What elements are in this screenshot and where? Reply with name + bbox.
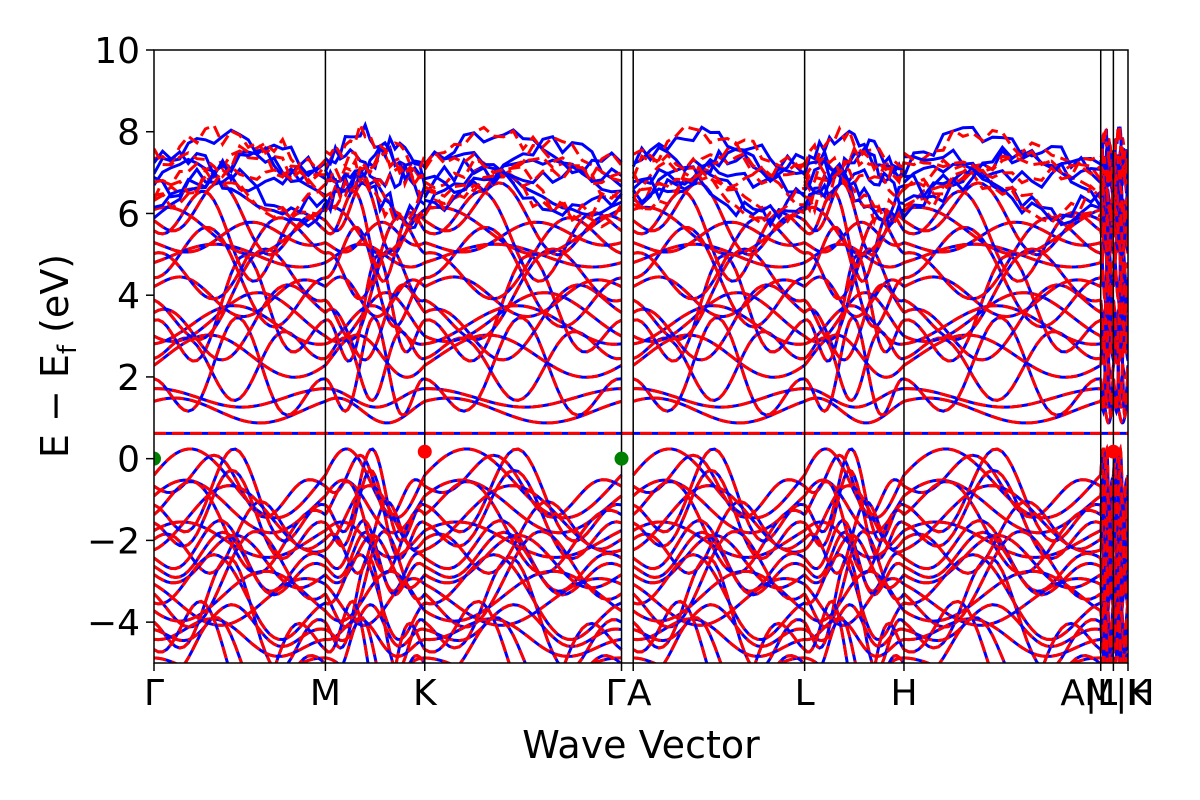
x-axis-ticks: Γ M K Γ A L H A|LM|HK — [144, 663, 1155, 714]
extremum-marker — [1106, 444, 1121, 459]
band-line-dashed — [154, 274, 1128, 320]
x-tick-label: H — [890, 673, 917, 714]
x-tick-label: M|H — [1084, 673, 1154, 714]
extrema-markers — [154, 444, 1121, 466]
band-line-dashed — [154, 569, 1128, 624]
x-tick-label: K — [413, 673, 438, 714]
band-line-dashed — [154, 156, 1128, 227]
band-line-dashed — [154, 396, 1128, 425]
y-tick-label: 4 — [117, 276, 140, 317]
band-line-dashed — [154, 330, 1128, 405]
band-line-solid — [154, 242, 1128, 269]
kpoint-divider-lines — [324, 50, 1115, 663]
band-line-dashed — [154, 615, 1128, 663]
band-line-dashed — [154, 119, 1128, 187]
band-line-dashed — [154, 447, 1128, 520]
band-line-dashed — [154, 483, 1128, 554]
band-line-dashed — [154, 177, 1128, 261]
x-tick-label: L — [795, 673, 815, 714]
band-line-dashed — [154, 242, 1128, 269]
extremum-marker — [417, 444, 432, 459]
band-line-dashed — [154, 600, 1128, 650]
y-axis-title: E − Ef (eV) — [33, 254, 83, 458]
band-line-dashed — [154, 282, 1128, 364]
band-line-dashed — [154, 135, 1128, 202]
plot-frame — [153, 49, 1129, 664]
band-line-dashed — [154, 468, 1128, 565]
band-line-dashed — [154, 478, 1128, 535]
band-line-dashed — [154, 387, 1128, 409]
y-tick-label: 10 — [94, 31, 140, 72]
x-tick-label: K — [1126, 673, 1151, 714]
band-lines — [154, 119, 1128, 663]
band-line-dashed — [154, 205, 1128, 257]
x-tick-label: M — [310, 673, 341, 714]
band-line-dashed — [154, 552, 1128, 663]
y-tick-label: −2 — [87, 521, 140, 562]
x-tick-label: Γ — [144, 673, 164, 714]
band-line-dashed — [154, 290, 1128, 344]
x-tick-label: A|L — [1060, 673, 1117, 714]
band-line-dashed — [154, 142, 1128, 191]
x-tick-label: A — [627, 673, 652, 714]
y-axis-ticks: −4 −2 0 2 4 6 8 10 — [87, 31, 154, 644]
extremum-marker — [154, 451, 161, 466]
band-line-dashed — [154, 189, 1128, 287]
y-tick-label: 8 — [117, 113, 140, 154]
y-tick-label: −4 — [87, 603, 140, 644]
x-axis-title: Wave Vector — [522, 723, 760, 767]
y-tick-label: 2 — [117, 358, 140, 399]
x-tick-label: Γ — [605, 673, 625, 714]
extremum-marker — [614, 451, 629, 466]
band-line-dashed — [154, 527, 1128, 630]
y-tick-label: 6 — [117, 194, 140, 235]
y-tick-label: 0 — [117, 440, 140, 481]
